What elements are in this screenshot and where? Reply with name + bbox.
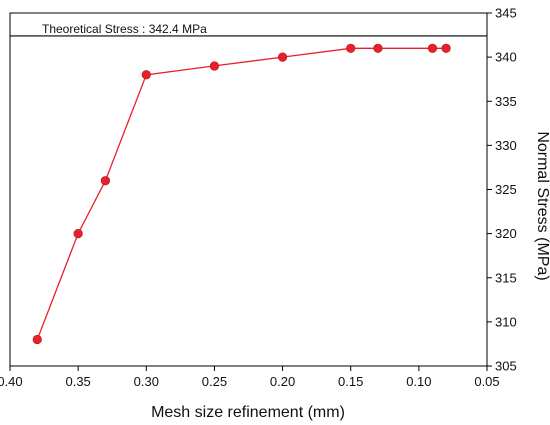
data-point (373, 43, 383, 53)
y-axis-title: Normal Stress (MPa) (534, 131, 550, 280)
data-point (346, 43, 356, 53)
x-tick-label: 0.30 (134, 374, 159, 389)
data-point (277, 52, 288, 62)
data-point (32, 334, 42, 345)
y-tick-label: 335 (495, 94, 517, 109)
y-tick-label: 325 (495, 182, 517, 197)
x-tick-label: 0.25 (202, 374, 227, 389)
data-point (73, 229, 83, 239)
x-tick-label: 0.20 (270, 374, 295, 389)
y-tick-label: 345 (495, 6, 517, 21)
series-line (36, 47, 447, 340)
x-tick-label: 0.40 (0, 374, 23, 389)
data-point (141, 70, 151, 80)
data-point (441, 43, 451, 53)
x-tick-label: 0.05 (474, 374, 499, 389)
y-tick-label: 310 (495, 314, 517, 329)
theoretical-stress-annotation: Theoretical Stress : 342.4 MPa (42, 22, 207, 36)
x-tick-label: 0.15 (338, 374, 363, 389)
y-tick-label: 330 (495, 138, 517, 153)
data-point (100, 176, 110, 186)
annotation-layer: Theoretical Stress : 342.4 MPa (42, 22, 207, 36)
x-tick-label: 0.35 (65, 374, 90, 389)
plot-frame-layer (9, 12, 488, 367)
y-tick-label: 305 (495, 359, 517, 374)
x-axis-title: Mesh size refinement (mm) (151, 404, 345, 421)
data-point (427, 43, 438, 53)
series-layer (32, 43, 451, 345)
y-tick-label: 340 (495, 50, 517, 65)
data-point (209, 61, 220, 71)
y-tick-label: 315 (495, 270, 517, 285)
x-tick-label: 0.10 (406, 374, 431, 389)
y-tick-label: 320 (495, 226, 517, 241)
plot-frame (9, 12, 488, 367)
